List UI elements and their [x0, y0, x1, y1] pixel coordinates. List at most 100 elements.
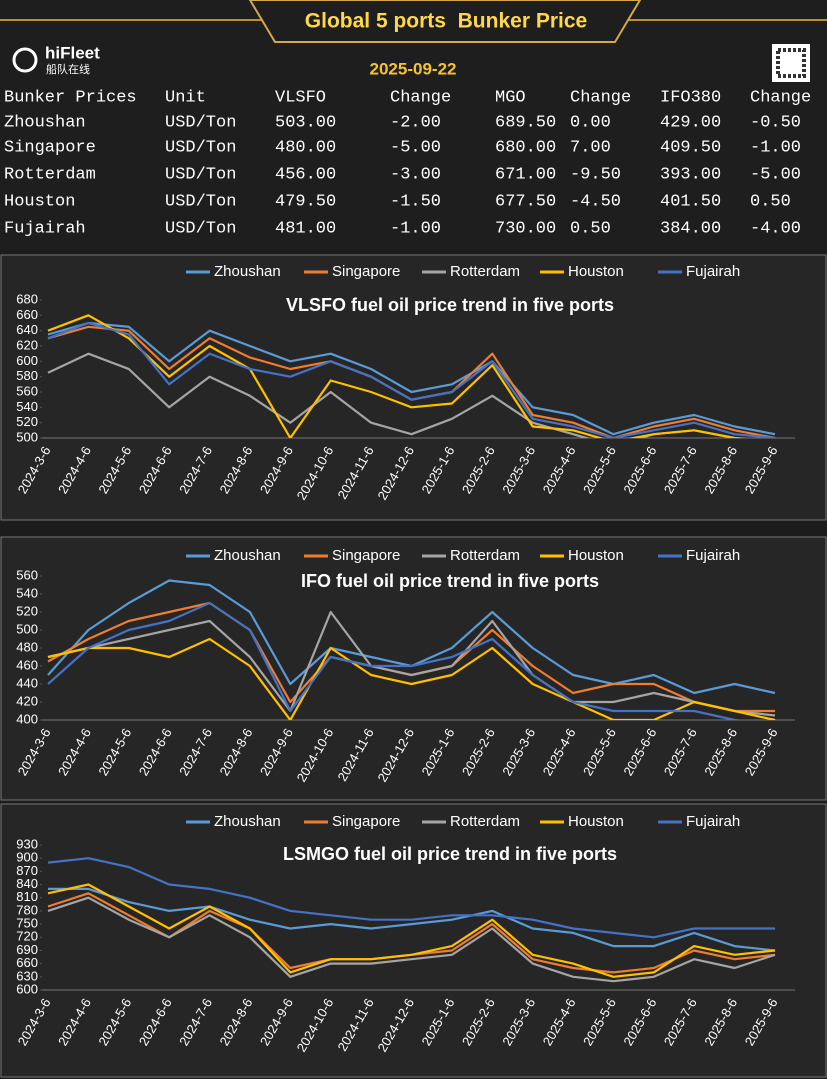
change-cell: -4.50: [570, 192, 621, 211]
table-cell: 480.00: [275, 138, 336, 157]
table-cell: 671.00: [495, 165, 556, 184]
legend-label: Zhoushan: [214, 813, 281, 830]
table-cell: 680.00: [495, 138, 556, 157]
date: 2025-09-22: [370, 59, 457, 78]
y-tick-label: 440: [16, 675, 38, 690]
logo: hiFleet 船队在线: [12, 43, 100, 76]
table-cell: Rotterdam: [4, 165, 96, 184]
y-tick-label: 500: [16, 621, 38, 636]
plot-lines: [47, 314, 776, 438]
change-cell: 0.50: [750, 192, 791, 211]
chart-panel: [0, 536, 827, 801]
series-line: [47, 857, 775, 939]
legend-label: Zhoushan: [214, 547, 281, 564]
y-tick-label: 720: [16, 929, 38, 944]
legend-label: Rotterdam: [450, 263, 520, 280]
series-line: [47, 321, 776, 436]
legend-label: Rotterdam: [450, 547, 520, 564]
change-cell: -9.50: [570, 165, 621, 184]
chart-panel: [0, 254, 827, 521]
y-tick-label: 480: [16, 639, 38, 654]
table-cell: Fujairah: [4, 219, 86, 238]
y-tick-label: 900: [16, 850, 38, 865]
y-tick-label: 520: [16, 603, 38, 618]
table-header: Unit: [165, 88, 206, 107]
y-tick-label: 840: [16, 876, 38, 891]
y-tick-label: 560: [16, 567, 38, 582]
y-tick-label: 600: [16, 353, 38, 368]
table-header: Change: [390, 88, 451, 107]
y-tick-label: 540: [16, 399, 38, 414]
table-cell: Singapore: [4, 138, 96, 157]
series-line: [47, 601, 745, 720]
legend-label: Fujairah: [686, 813, 740, 830]
series-line: [47, 896, 776, 983]
change-cell: -5.00: [750, 165, 801, 184]
legend-label: Singapore: [332, 263, 400, 280]
series-line: [47, 610, 776, 717]
table-cell: 677.50: [495, 192, 556, 211]
table-cell: Houston: [4, 192, 75, 211]
table-cell: USD/Ton: [165, 219, 236, 238]
table-header: MGO: [495, 88, 526, 107]
table-cell: 730.00: [495, 219, 556, 238]
table-cell: USD/Ton: [165, 192, 236, 211]
y-tick-label: 600: [16, 981, 38, 996]
table-cell: Zhoushan: [4, 113, 86, 132]
y-tick-label: 750: [16, 916, 38, 931]
table-cell: 429.00: [660, 113, 721, 132]
legend-label: Singapore: [332, 813, 400, 830]
change-cell: 0.50: [570, 219, 611, 238]
chart-title: LSMGO fuel oil price trend in five ports: [283, 844, 617, 864]
table-cell: 409.50: [660, 138, 721, 157]
legend-label: Singapore: [332, 547, 400, 564]
legend-label: Rotterdam: [450, 813, 520, 830]
y-tick-label: 620: [16, 337, 38, 352]
legend-label: Fujairah: [686, 547, 740, 564]
change-cell: -4.00: [750, 219, 801, 238]
table-cell: 481.00: [275, 219, 336, 238]
change-cell: -3.00: [390, 165, 441, 184]
page-title: Global 5 ports Bunker Price: [305, 10, 587, 33]
change-cell: -2.00: [390, 113, 441, 132]
table-cell: USD/Ton: [165, 165, 236, 184]
change-cell: -1.50: [390, 192, 441, 211]
change-cell: 0.00: [570, 113, 611, 132]
series-line: [48, 887, 776, 952]
logo-text: hiFleet: [45, 43, 100, 62]
y-tick-label: 560: [16, 383, 38, 398]
chart-title: IFO fuel oil price trend in five ports: [301, 571, 599, 591]
change-cell: 7.00: [570, 138, 611, 157]
legend-label: Fujairah: [686, 263, 740, 280]
table-header: Change: [750, 88, 811, 107]
legend-label: Zhoushan: [214, 263, 281, 280]
y-tick-label: 420: [16, 693, 38, 708]
series-line: [47, 321, 776, 438]
y-tick-label: 680: [16, 291, 38, 306]
series-line: [47, 883, 776, 978]
y-tick-label: 520: [16, 414, 38, 429]
series-line: [47, 314, 747, 438]
table-header: IFO380: [660, 88, 721, 107]
logo-icon: [12, 47, 38, 73]
y-tick-label: 500: [16, 429, 38, 444]
change-cell: -1.00: [750, 138, 801, 157]
y-tick-label: 580: [16, 368, 38, 383]
chart-panel: [0, 803, 827, 1078]
y-tick-label: 780: [16, 902, 38, 917]
plot-lines: [47, 857, 776, 983]
y-tick-label: 810: [16, 889, 38, 904]
table-cell: 689.50: [495, 113, 556, 132]
plot-lines: [47, 579, 776, 720]
table-header: VLSFO: [275, 88, 326, 107]
table-cell: USD/Ton: [165, 113, 236, 132]
table-cell: 384.00: [660, 219, 721, 238]
title-banner: [248, 0, 642, 43]
change-cell: -1.00: [390, 219, 441, 238]
price-table: Bunker Prices Unit VLSFO Change MGO Change IFO…: [4, 88, 811, 238]
y-tick-label: 400: [16, 711, 38, 726]
y-tick-label: 870: [16, 863, 38, 878]
legend-label: Houston: [568, 813, 624, 830]
